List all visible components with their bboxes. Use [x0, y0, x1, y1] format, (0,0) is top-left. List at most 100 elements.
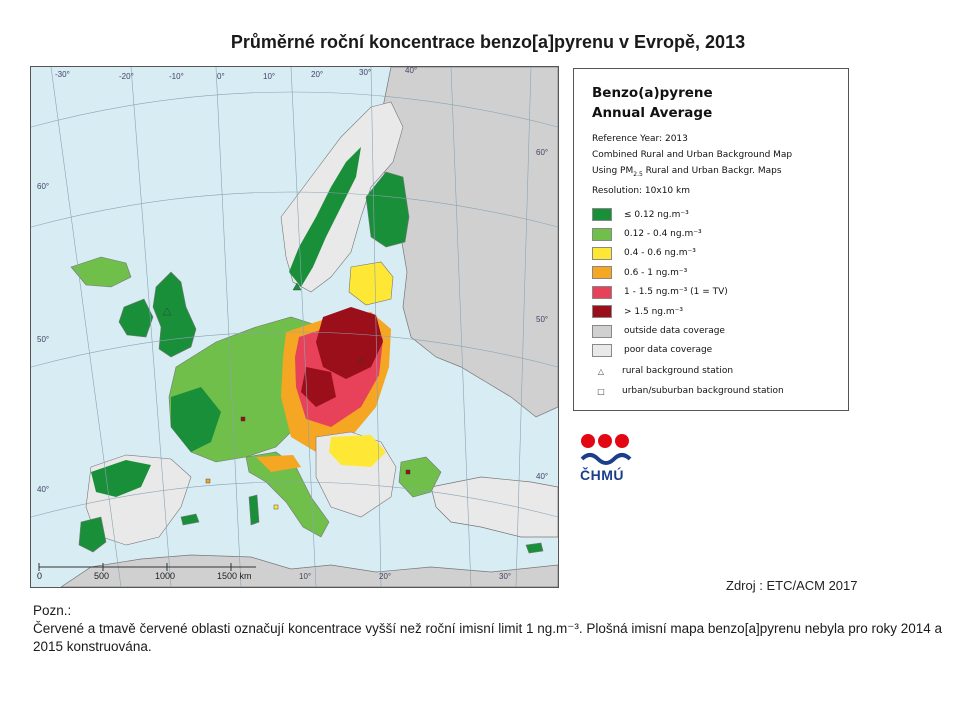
- lat-label: 60°: [37, 182, 49, 191]
- lon-label: 10°: [263, 72, 275, 81]
- lon-label: 0°: [217, 72, 225, 81]
- legend-label: 0.12 - 0.4 ng.m⁻³: [624, 229, 702, 240]
- legend-title: Benzo(a)pyrene Annual Average: [592, 83, 713, 123]
- bottom-longitude-labels: 10° 20° 30°: [299, 572, 511, 581]
- region-britain: [152, 271, 197, 358]
- legend-swatch: [592, 266, 612, 280]
- chmu-logo-text: ČHMÚ: [580, 467, 624, 483]
- scale-label-1000: 1000: [155, 571, 175, 581]
- region-ireland: [118, 298, 154, 338]
- legend-swatch: [592, 305, 612, 319]
- legend-item: 0.6 - 1 ng.m⁻³: [592, 263, 728, 282]
- legend-source-sub: 2.5: [633, 170, 643, 178]
- legend-item: > 1.5 ng.m⁻³: [592, 302, 728, 321]
- graticule: [31, 67, 558, 587]
- lon-label: 20°: [311, 70, 323, 79]
- region-greece: [398, 456, 442, 498]
- station-markers: [162, 282, 411, 510]
- region-po-valley: [256, 455, 301, 472]
- legend-label: 0.6 - 1 ng.m⁻³: [624, 267, 688, 278]
- page-title: Průměrné roční koncentrace benzo[a]pyren…: [230, 32, 746, 52]
- legend-source-prefix: Using PM: [592, 166, 634, 176]
- lat-label: 50°: [536, 315, 548, 324]
- footnote: Pozn.: Červené a tmavě červené oblasti o…: [33, 602, 963, 656]
- region-cyprus: [525, 542, 544, 554]
- region-france-green: [171, 387, 221, 452]
- legend-resolution: Resolution: 10x10 km: [592, 185, 690, 196]
- legend-swatch: [592, 227, 612, 241]
- latitude-labels: 60° 50° 40° 60° 50° 40°: [37, 148, 548, 494]
- lon-label: -10°: [169, 72, 184, 81]
- region-norway-coast: [289, 147, 361, 287]
- region-portugal: [78, 516, 107, 553]
- legend-label: 1 - 1.5 ng.m⁻³ (1 = TV): [624, 287, 728, 298]
- lat-label: 60°: [536, 148, 548, 157]
- legend-label: ≤ 0.12 ng.m⁻³: [624, 209, 689, 220]
- lon-label: 30°: [499, 572, 511, 581]
- region-corsica-sardinia: [248, 494, 260, 526]
- region-baltics: [348, 261, 394, 306]
- legend-item: outside data coverage: [592, 321, 728, 340]
- legend-items: ≤ 0.12 ng.m⁻³ 0.12 - 0.4 ng.m⁻³ 0.4 - 0.6 …: [592, 205, 728, 360]
- legend-label: poor data coverage: [624, 345, 713, 356]
- legend-item: 1 - 1.5 ng.m⁻³ (1 = TV): [592, 283, 728, 302]
- region-silesia-darkred: [301, 367, 336, 407]
- legend-title-line2: Annual Average: [592, 105, 713, 121]
- poor-coverage-southeast: [430, 476, 558, 538]
- legend-meta: Reference Year: 2013 Combined Rural and …: [592, 131, 792, 199]
- legend-reference-year: Reference Year: 2013: [592, 134, 688, 144]
- legend-station-item: △ rural background station: [592, 361, 784, 381]
- footnote-text: Červené a tmavě červené oblasti označují…: [33, 621, 943, 654]
- legend-station-label: urban/suburban background station: [622, 386, 784, 396]
- lat-label: 50°: [37, 335, 49, 344]
- legend-source-suffix: Rural and Urban Backgr. Maps: [642, 166, 782, 176]
- europe-map: 0 500 1000 1500 km -30° -20° -10° 0° 10°…: [30, 66, 559, 588]
- longitude-labels: -30° -20° -10° 0° 10° 20° 30° 40°: [55, 67, 417, 81]
- legend-map-type: Combined Rural and Urban Background Map: [592, 150, 793, 160]
- legend-item: poor data coverage: [592, 341, 728, 360]
- region-iberia-green: [91, 460, 151, 497]
- lon-label: 40°: [405, 67, 417, 75]
- legend-swatch: [592, 324, 612, 338]
- outside-coverage-east: [378, 67, 558, 418]
- lon-label: 20°: [379, 572, 391, 581]
- lon-label: -30°: [55, 70, 70, 79]
- region-finland: [365, 171, 410, 248]
- legend-item: 0.4 - 0.6 ng.m⁻³: [592, 244, 728, 263]
- outside-coverage-africa: [60, 554, 558, 587]
- legend-station-label: rural background station: [622, 366, 734, 376]
- scale-label-0: 0: [37, 571, 42, 581]
- legend-label: > 1.5 ng.m⁻³: [624, 306, 683, 317]
- legend-swatch: [592, 285, 612, 299]
- scale-label-1500: 1500 km: [217, 571, 252, 581]
- footnote-heading: Pozn.:: [33, 603, 72, 618]
- legend-swatch: [592, 246, 612, 260]
- lon-label: 10°: [299, 572, 311, 581]
- legend-title-line1: Benzo(a)pyrene: [592, 85, 713, 101]
- lat-label: 40°: [536, 472, 548, 481]
- legend-label: 0.4 - 0.6 ng.m⁻³: [624, 248, 696, 259]
- legend-item: 0.12 - 0.4 ng.m⁻³: [592, 224, 728, 243]
- lon-label: 30°: [359, 68, 371, 77]
- map-canvas: 0 500 1000 1500 km -30° -20° -10° 0° 10°…: [31, 67, 558, 587]
- map-legend: Benzo(a)pyrene Annual Average Reference …: [573, 68, 849, 411]
- source-note: Zdroj : ETC/ACM 2017: [726, 578, 858, 593]
- legend-label: outside data coverage: [624, 326, 725, 337]
- scale-label-500: 500: [94, 571, 109, 581]
- square-icon: □: [597, 386, 605, 396]
- region-balearic: [180, 513, 200, 526]
- lon-label: -20°: [119, 72, 134, 81]
- lat-label: 40°: [37, 485, 49, 494]
- legend-station-item: □ urban/suburban background station: [592, 381, 784, 401]
- legend-item: ≤ 0.12 ng.m⁻³: [592, 205, 728, 224]
- region-balkans-yellow: [329, 435, 386, 467]
- region-iceland: [70, 256, 132, 288]
- legend-swatch: [592, 208, 612, 222]
- scale-bar: 0 500 1000 1500 km: [37, 563, 256, 581]
- triangle-icon: △: [597, 366, 605, 376]
- region-poland-darkred: [316, 307, 383, 379]
- legend-source-maps: Using PM2.5 Rural and Urban Backgr. Maps: [592, 163, 792, 183]
- legend-swatch: [592, 343, 612, 357]
- chmu-logo: [580, 434, 632, 465]
- legend-stations: △ rural background station □ urban/suburban…: [592, 361, 784, 401]
